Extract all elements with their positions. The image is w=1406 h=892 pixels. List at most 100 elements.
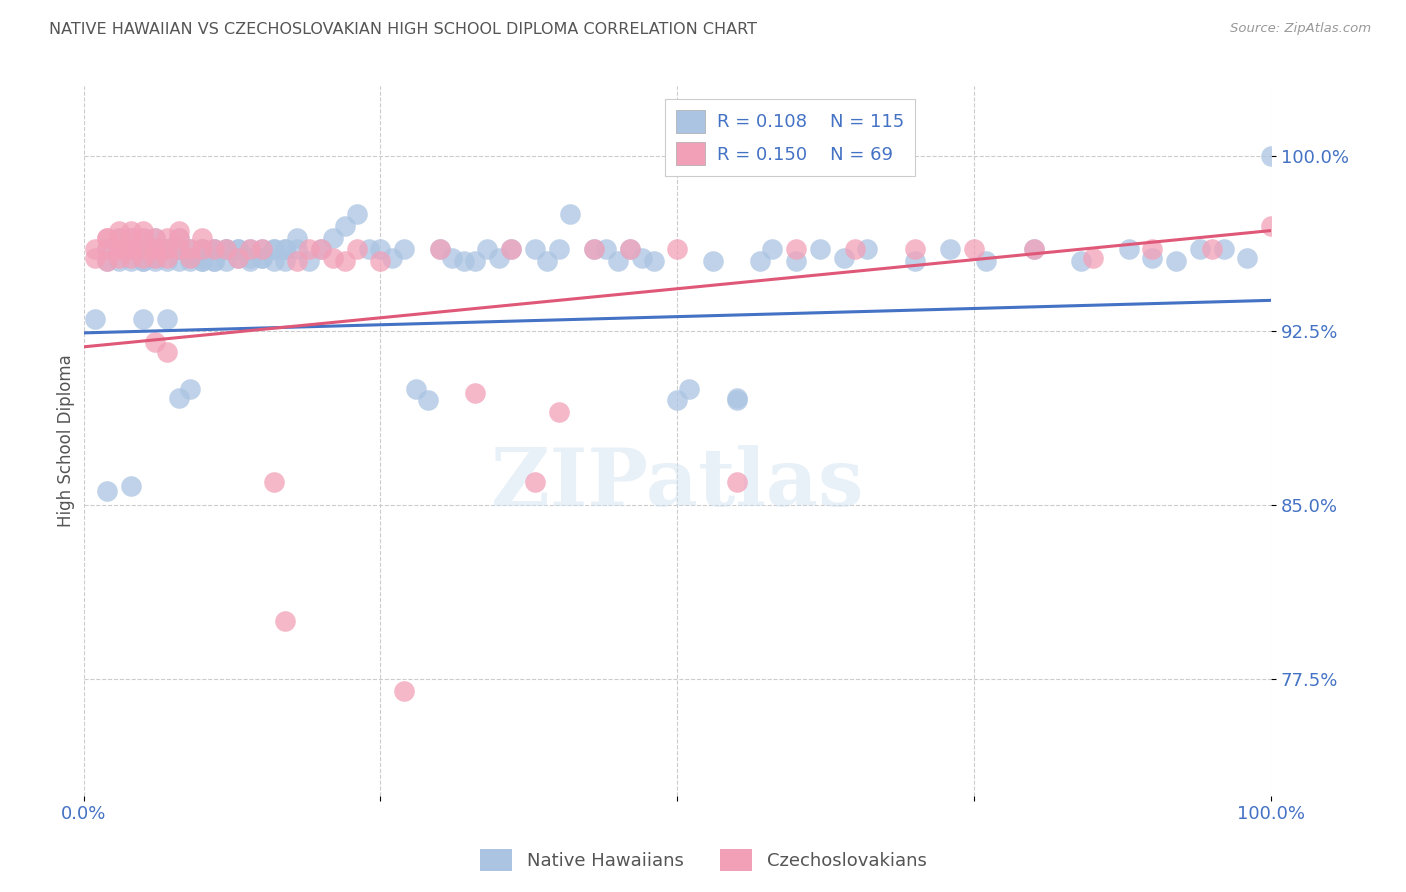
Point: [322, 230, 344, 244]
Point: [761, 242, 783, 256]
Point: [84, 312, 107, 326]
Point: [1236, 252, 1258, 266]
Point: [156, 230, 179, 244]
Point: [120, 223, 142, 237]
Point: [132, 253, 155, 268]
Point: [666, 242, 689, 256]
Point: [167, 242, 190, 256]
Point: [974, 253, 997, 268]
Point: [108, 252, 131, 266]
Point: [453, 253, 475, 268]
Point: [239, 242, 262, 256]
Point: [1260, 219, 1282, 233]
Point: [167, 391, 190, 405]
Point: [120, 242, 142, 256]
Point: [202, 242, 225, 256]
Point: [263, 475, 285, 489]
Point: [132, 242, 155, 256]
Point: [215, 242, 238, 256]
Text: ZIPatlas: ZIPatlas: [491, 444, 863, 523]
Point: [120, 242, 142, 256]
Point: [322, 252, 344, 266]
Point: [725, 393, 748, 408]
Point: [96, 242, 118, 256]
Point: [1212, 242, 1234, 256]
Point: [429, 242, 451, 256]
Point: [143, 252, 166, 266]
Point: [1142, 252, 1164, 266]
Point: [202, 253, 225, 268]
Point: [132, 312, 155, 326]
Point: [191, 253, 214, 268]
Point: [429, 242, 451, 256]
Point: [202, 242, 225, 256]
Point: [263, 242, 285, 256]
Point: [96, 230, 118, 244]
Point: [309, 242, 332, 256]
Point: [167, 253, 190, 268]
Point: [666, 393, 689, 408]
Point: [108, 242, 131, 256]
Point: [263, 242, 285, 256]
Point: [939, 242, 962, 256]
Point: [1201, 242, 1223, 256]
Point: [179, 253, 201, 268]
Point: [108, 253, 131, 268]
Point: [143, 230, 166, 244]
Point: [274, 242, 297, 256]
Point: [370, 253, 392, 268]
Point: [333, 253, 356, 268]
Point: [357, 242, 380, 256]
Point: [191, 230, 214, 244]
Point: [96, 484, 118, 499]
Point: [832, 252, 855, 266]
Point: [405, 382, 427, 396]
Point: [167, 242, 190, 256]
Point: [226, 242, 249, 256]
Point: [963, 242, 986, 256]
Point: [250, 252, 273, 266]
Point: [132, 242, 155, 256]
Point: [108, 242, 131, 256]
Point: [202, 253, 225, 268]
Point: [595, 242, 617, 256]
Point: [619, 242, 641, 256]
Point: [120, 479, 142, 493]
Text: Source: ZipAtlas.com: Source: ZipAtlas.com: [1230, 22, 1371, 36]
Point: [167, 230, 190, 244]
Point: [547, 405, 569, 419]
Point: [96, 230, 118, 244]
Point: [749, 253, 772, 268]
Point: [132, 230, 155, 244]
Point: [156, 242, 179, 256]
Point: [1022, 242, 1045, 256]
Point: [202, 242, 225, 256]
Point: [285, 230, 308, 244]
Point: [904, 242, 927, 256]
Point: [120, 242, 142, 256]
Point: [132, 242, 155, 256]
Point: [725, 475, 748, 489]
Point: [856, 242, 879, 256]
Point: [239, 252, 262, 266]
Point: [156, 253, 179, 268]
Point: [499, 242, 522, 256]
Point: [346, 242, 368, 256]
Point: [215, 242, 238, 256]
Point: [191, 242, 214, 256]
Point: [583, 242, 606, 256]
Point: [523, 475, 546, 489]
Point: [1081, 252, 1104, 266]
Point: [108, 223, 131, 237]
Point: [179, 382, 201, 396]
Y-axis label: High School Diploma: High School Diploma: [58, 355, 75, 527]
Point: [84, 242, 107, 256]
Point: [96, 253, 118, 268]
Legend: R = 0.108    N = 115, R = 0.150    N = 69: R = 0.108 N = 115, R = 0.150 N = 69: [665, 99, 915, 176]
Point: [226, 242, 249, 256]
Point: [120, 253, 142, 268]
Point: [298, 253, 321, 268]
Point: [416, 393, 439, 408]
Point: [1022, 242, 1045, 256]
Point: [191, 242, 214, 256]
